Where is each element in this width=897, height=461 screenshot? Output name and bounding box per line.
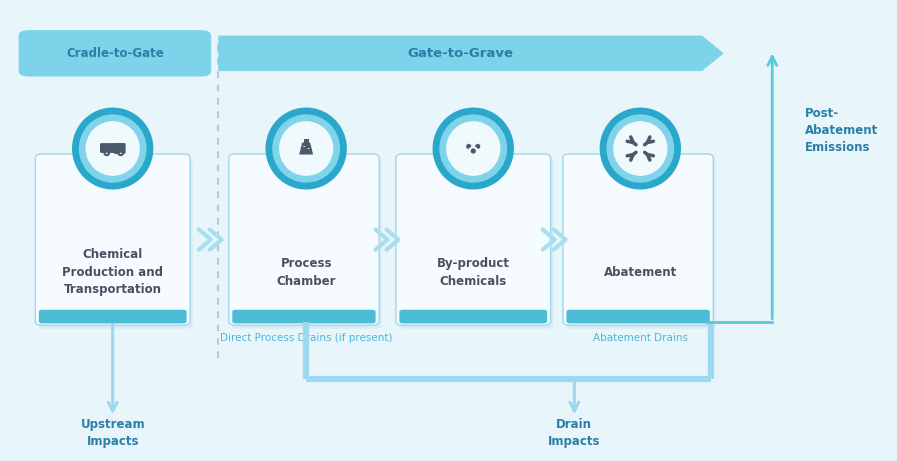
FancyBboxPatch shape [563, 154, 713, 325]
Ellipse shape [85, 121, 140, 176]
Text: Drain
Impacts: Drain Impacts [548, 418, 601, 448]
Ellipse shape [432, 107, 514, 189]
FancyBboxPatch shape [114, 143, 126, 154]
Text: Chemical
Production and
Transportation: Chemical Production and Transportation [62, 248, 163, 296]
FancyArrowPatch shape [645, 137, 653, 145]
Text: Gate-to-Grave: Gate-to-Grave [407, 47, 513, 60]
Text: Process
Chamber: Process Chamber [276, 257, 335, 288]
FancyBboxPatch shape [35, 154, 190, 325]
FancyBboxPatch shape [396, 154, 551, 325]
Polygon shape [466, 142, 473, 151]
Text: By-product
Chemicals: By-product Chemicals [437, 257, 509, 288]
Text: Upstream
Impacts: Upstream Impacts [81, 418, 145, 448]
Text: Post-
Abatement
Emissions: Post- Abatement Emissions [805, 107, 878, 154]
FancyBboxPatch shape [304, 139, 309, 143]
Ellipse shape [600, 107, 681, 189]
FancyBboxPatch shape [232, 310, 376, 324]
FancyBboxPatch shape [100, 143, 126, 153]
Ellipse shape [266, 107, 347, 189]
FancyArrowPatch shape [627, 152, 636, 160]
Ellipse shape [446, 121, 501, 176]
FancyBboxPatch shape [229, 154, 379, 325]
Ellipse shape [79, 114, 146, 183]
Ellipse shape [72, 107, 153, 189]
FancyBboxPatch shape [19, 30, 211, 77]
Ellipse shape [118, 152, 123, 155]
FancyBboxPatch shape [566, 310, 710, 324]
FancyBboxPatch shape [38, 158, 193, 329]
Polygon shape [470, 147, 477, 155]
Ellipse shape [273, 114, 340, 183]
FancyArrowPatch shape [645, 152, 653, 160]
Text: Abatement Drains: Abatement Drains [593, 332, 688, 343]
FancyBboxPatch shape [398, 158, 553, 329]
FancyBboxPatch shape [566, 158, 716, 329]
FancyBboxPatch shape [39, 310, 187, 324]
Ellipse shape [279, 121, 334, 176]
Ellipse shape [104, 152, 109, 155]
Circle shape [308, 148, 309, 149]
Text: Cradle-to-Gate: Cradle-to-Gate [66, 47, 164, 60]
Text: Abatement: Abatement [604, 266, 677, 279]
Text: Direct Process Drains (if present): Direct Process Drains (if present) [220, 332, 392, 343]
FancyBboxPatch shape [399, 310, 547, 324]
Polygon shape [475, 142, 481, 151]
FancyArrowPatch shape [627, 137, 636, 145]
FancyBboxPatch shape [231, 158, 382, 329]
Ellipse shape [614, 121, 667, 176]
Circle shape [303, 146, 305, 147]
Polygon shape [300, 142, 313, 154]
Ellipse shape [440, 114, 507, 183]
Ellipse shape [606, 114, 675, 183]
Polygon shape [218, 35, 724, 71]
